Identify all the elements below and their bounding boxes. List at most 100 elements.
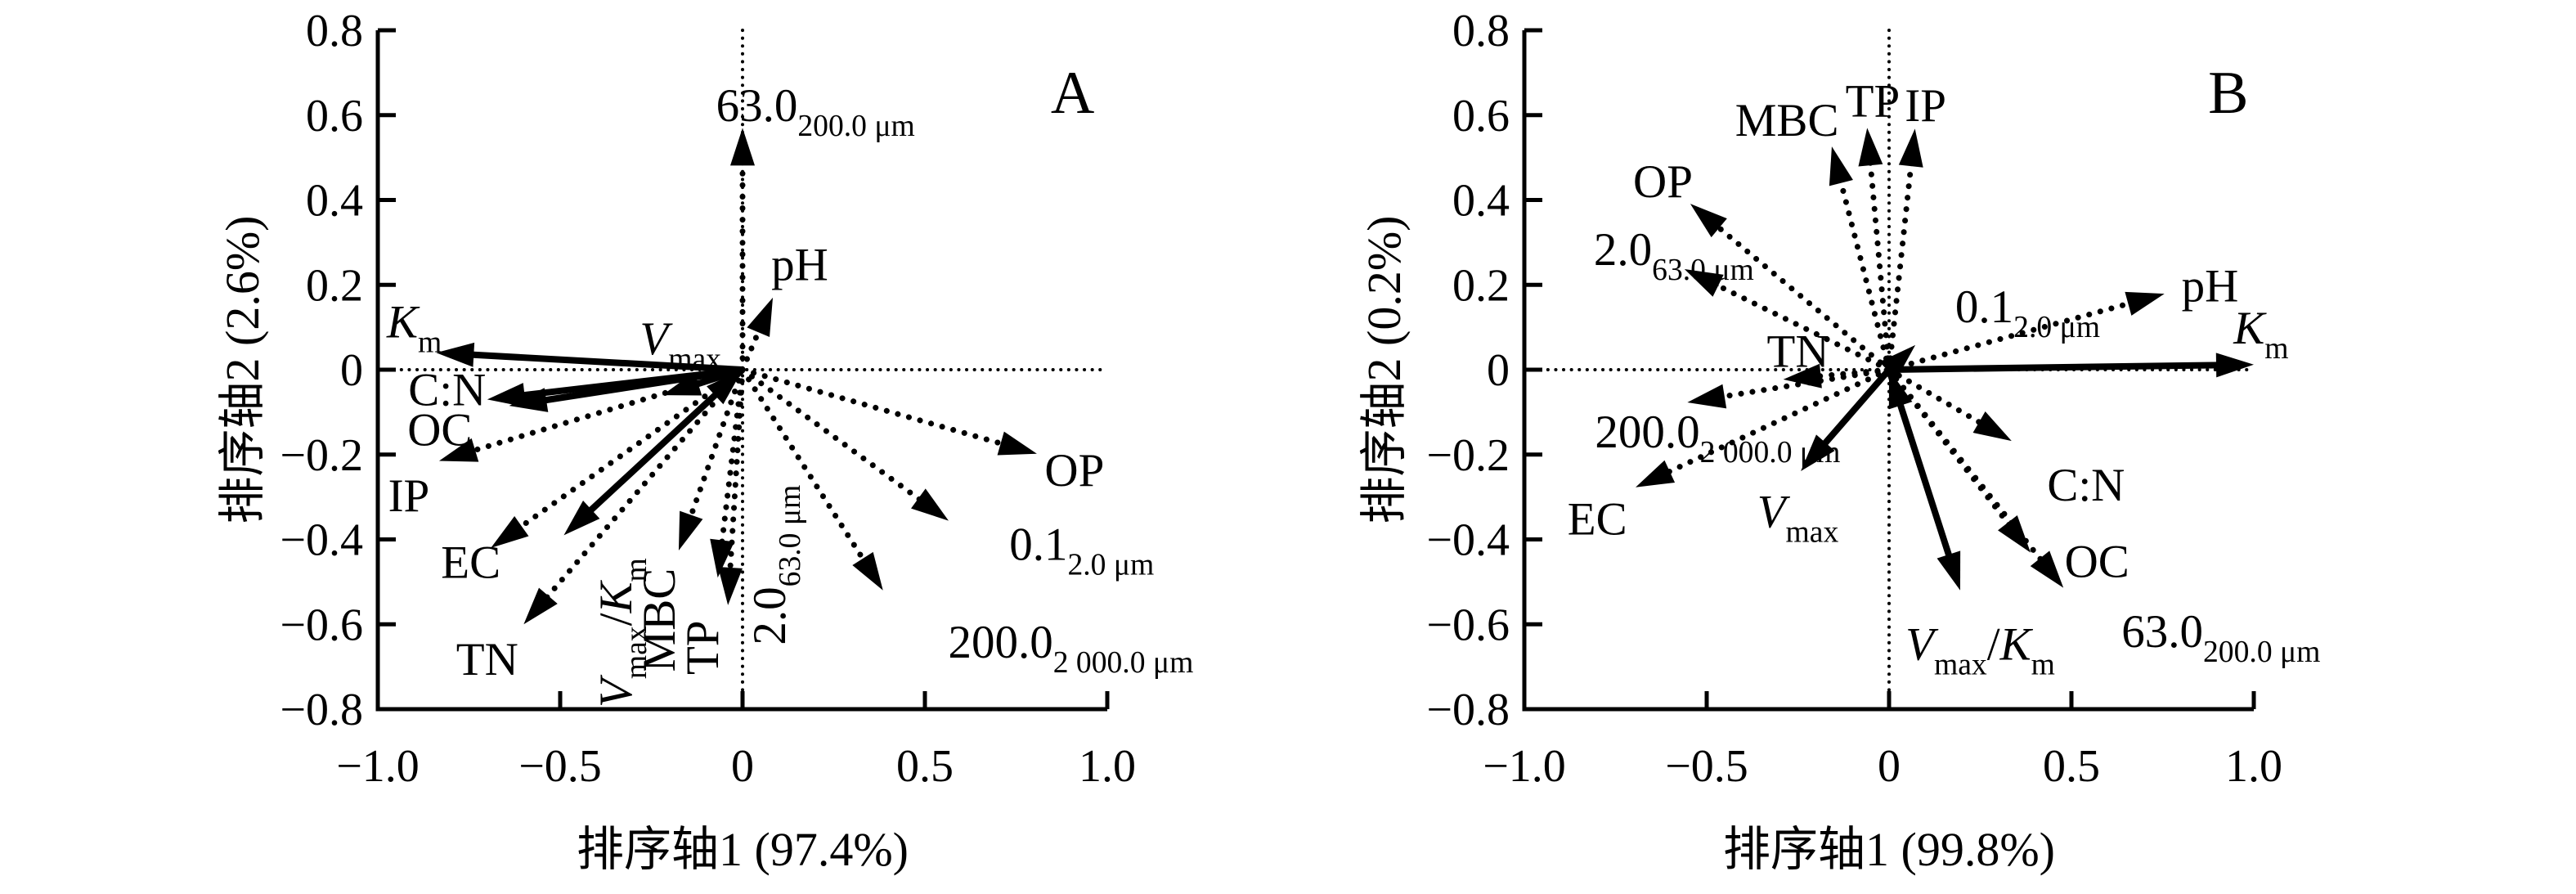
y-tick-label: −0.8: [280, 685, 363, 735]
arrow-label-0.1-2.0um: 0.12.0 μm: [1955, 281, 2100, 344]
y-tick-label: −0.4: [280, 515, 363, 566]
y-tick-label: −0.2: [280, 430, 363, 481]
arrow-head-TN: [523, 587, 558, 625]
arrow-label-Vmax-Km: Vmax/Km: [1905, 619, 2055, 682]
arrow-shaft-IP: [451, 366, 746, 460]
arrow-2.0-63.0um: [1684, 269, 1892, 373]
y-tick-label: 0: [1487, 345, 1510, 396]
x-tick-label: −0.5: [518, 741, 602, 792]
y-tick-label: 0.2: [1452, 260, 1510, 311]
arrow-pH: [739, 297, 774, 373]
arrow-head-pH: [2125, 291, 2165, 316]
arrow-head-2.0-63.0um: [1684, 269, 1724, 297]
arrow-label-2.0-63.0um: 2.063.0 μm: [1594, 224, 1754, 287]
arrow-shaft-TN: [531, 366, 746, 615]
arrow-63.0-200.0um: [730, 128, 755, 373]
arrow-shaft-Vmax: [1814, 367, 1892, 455]
arrow-shaft-pH: [739, 309, 770, 373]
arrow-200.0-2000.0um: [739, 366, 883, 591]
y-tick-label: 0: [340, 345, 363, 396]
arrow-label-C-N: C:N: [408, 364, 486, 416]
arrow-EC: [491, 366, 746, 548]
arrow-label-0.1-2.0um: 0.12.0 μm: [1009, 519, 1154, 582]
arrow-shaft-pH: [1886, 294, 2152, 373]
arrow-TP: [710, 366, 746, 578]
arrow-label-Vmax: Vmax: [1757, 487, 1839, 550]
arrow-OC: [509, 366, 743, 412]
y-axis-title: 排序轴2 (0.2%): [1358, 216, 1411, 524]
y-tick-label: 0.6: [1452, 91, 1510, 142]
arrow-TN: [523, 366, 746, 625]
arrow-shaft-EC: [1647, 366, 1892, 483]
arrow-label-pH: pH: [2182, 260, 2239, 312]
arrow-IP: [1886, 128, 1923, 373]
arrow-C-N: [1886, 366, 2012, 442]
arrow-label-MBC: MBC: [634, 568, 685, 672]
arrow-label-IP: IP: [1905, 80, 1946, 132]
arrow-shaft-200.0-2000.0um: [1700, 366, 1892, 403]
x-tick-label: 1.0: [1079, 741, 1136, 792]
arrow-head-TP: [710, 538, 735, 578]
arrow-label-TP: TP: [677, 621, 729, 676]
y-tick-label: 0.2: [306, 260, 363, 311]
arrow-label-EC: EC: [1568, 494, 1627, 546]
arrow-head-pH: [747, 297, 774, 338]
arrow-head-MBC: [678, 510, 703, 550]
y-tick-label: 0.8: [1452, 6, 1510, 56]
arrow-OP: [1690, 204, 1892, 373]
panel-letter-A: A: [1051, 60, 1094, 127]
panel-letter-B: B: [2208, 60, 2248, 127]
arrow-label-2.0-63.0um: 2.063.0 μm: [744, 485, 807, 645]
arrow-head-2.0-63.0um: [718, 567, 743, 605]
arrow-label-pH: pH: [771, 239, 828, 290]
y-tick-label: −0.2: [1426, 430, 1510, 481]
arrow-shaft-TP: [1865, 141, 1892, 373]
arrow-head-TP: [1858, 128, 1883, 167]
arrow-EC: [1636, 366, 1892, 487]
x-tick-label: 0.5: [2043, 741, 2100, 792]
arrow-label-OP: OP: [1044, 445, 1104, 496]
arrow-0.1-2.0um: [739, 366, 949, 521]
x-tick-label: −1.0: [1483, 741, 1566, 792]
arrow-head-TN: [1783, 363, 1822, 389]
arrow-label-63.0-200.0um: 63.0200.0 μm: [2121, 606, 2320, 669]
arrow-shaft-EC: [501, 366, 746, 541]
arrow-label-TN: TN: [1767, 326, 1829, 378]
arrow-shaft-OP: [739, 366, 1025, 452]
arrow-shaft-2.0-63.0um: [725, 366, 746, 592]
x-axis-title: 排序轴1 (99.8%): [1723, 823, 2055, 876]
arrow-200.0-2000.0um: [1687, 366, 1892, 409]
y-tick-label: 0.8: [306, 6, 363, 56]
arrow-label-OC: OC: [2065, 536, 2129, 587]
arrow-head-63.0-200.0um: [2030, 550, 2064, 588]
arrow-label-C-N: C:N: [2047, 460, 2125, 511]
arrow-label-OP: OP: [1633, 156, 1693, 208]
y-tick-label: −0.6: [1426, 600, 1510, 650]
arrow-head-63.0-200.0um: [730, 128, 755, 166]
arrow-label-63.0-200.0um: 63.0200.0 μm: [716, 80, 915, 143]
y-tick-label: 0.4: [306, 176, 363, 227]
arrow-head-200.0-2000.0um: [1687, 384, 1727, 409]
arrow-MBC: [678, 366, 746, 550]
arrow-TP: [1858, 128, 1892, 373]
x-tick-label: 1.0: [2225, 741, 2282, 792]
arrow-OP: [739, 366, 1037, 456]
arrow-TN: [1783, 363, 1892, 389]
y-axis-title: 排序轴2 (2.6%): [216, 216, 269, 524]
arrow-head-EC: [1636, 460, 1676, 487]
arrow-shaft-2.0-63.0um: [1696, 273, 1892, 373]
arrow-head-C-N: [487, 383, 527, 407]
arrow-head-OP: [997, 431, 1037, 456]
arrow-head-OP: [1690, 204, 1727, 238]
arrow-head-C-N: [1972, 411, 2012, 442]
arrow-MBC: [1829, 146, 1892, 373]
x-tick-label: −0.5: [1665, 741, 1748, 792]
arrow-head-OC: [1998, 515, 2031, 553]
arrow-shaft-OC: [532, 366, 743, 406]
x-tick-label: 0: [1878, 741, 1901, 792]
y-tick-label: 0.6: [306, 91, 363, 142]
y-tick-label: −0.4: [1426, 515, 1510, 566]
x-tick-label: −1.0: [336, 741, 420, 792]
arrow-label-Vmax: Vmax: [640, 313, 721, 376]
